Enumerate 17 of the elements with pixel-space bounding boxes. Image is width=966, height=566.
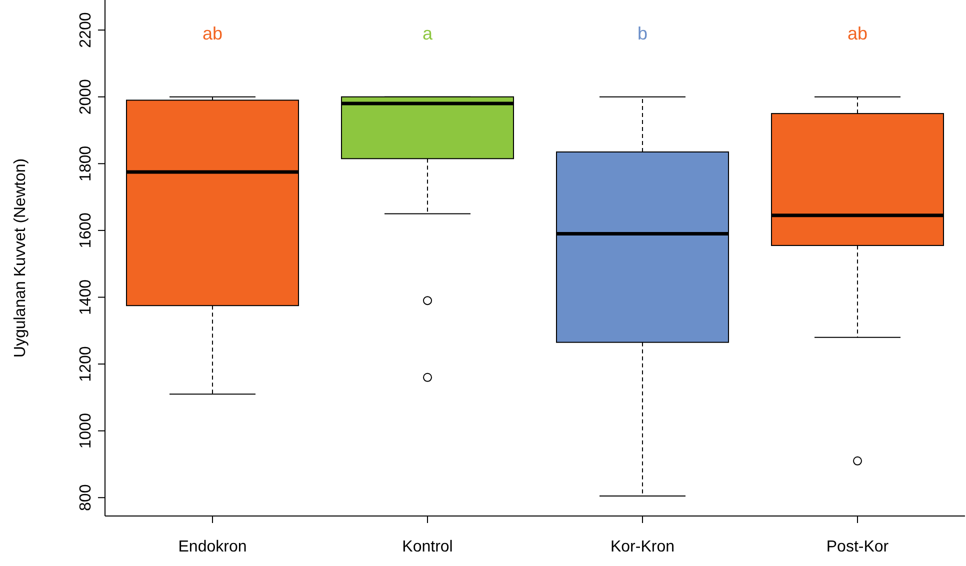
y-tick-label: 1400 xyxy=(78,279,95,316)
annotation: a xyxy=(422,23,434,44)
y-tick-label: 2000 xyxy=(78,78,95,115)
annotation: b xyxy=(637,23,648,44)
y-tick-label: 800 xyxy=(78,484,95,511)
x-tick-label: Endokron xyxy=(178,538,247,556)
y-tick-label: 1600 xyxy=(78,212,95,248)
x-tick-label: Kontrol xyxy=(402,538,453,556)
annotation: ab xyxy=(202,23,223,44)
y-tick-label: 1000 xyxy=(78,412,95,449)
y-tick-label: 2200 xyxy=(78,12,95,48)
x-tick-label: Kor-Kron xyxy=(610,538,675,556)
y-axis-title: Uygulanan Kuvvet (Newton) xyxy=(12,158,29,358)
y-tick-label: 1800 xyxy=(78,146,95,182)
x-tick-label: Post-Kor xyxy=(826,538,890,556)
annotation: ab xyxy=(847,23,868,44)
y-tick-label: 1200 xyxy=(78,346,95,382)
